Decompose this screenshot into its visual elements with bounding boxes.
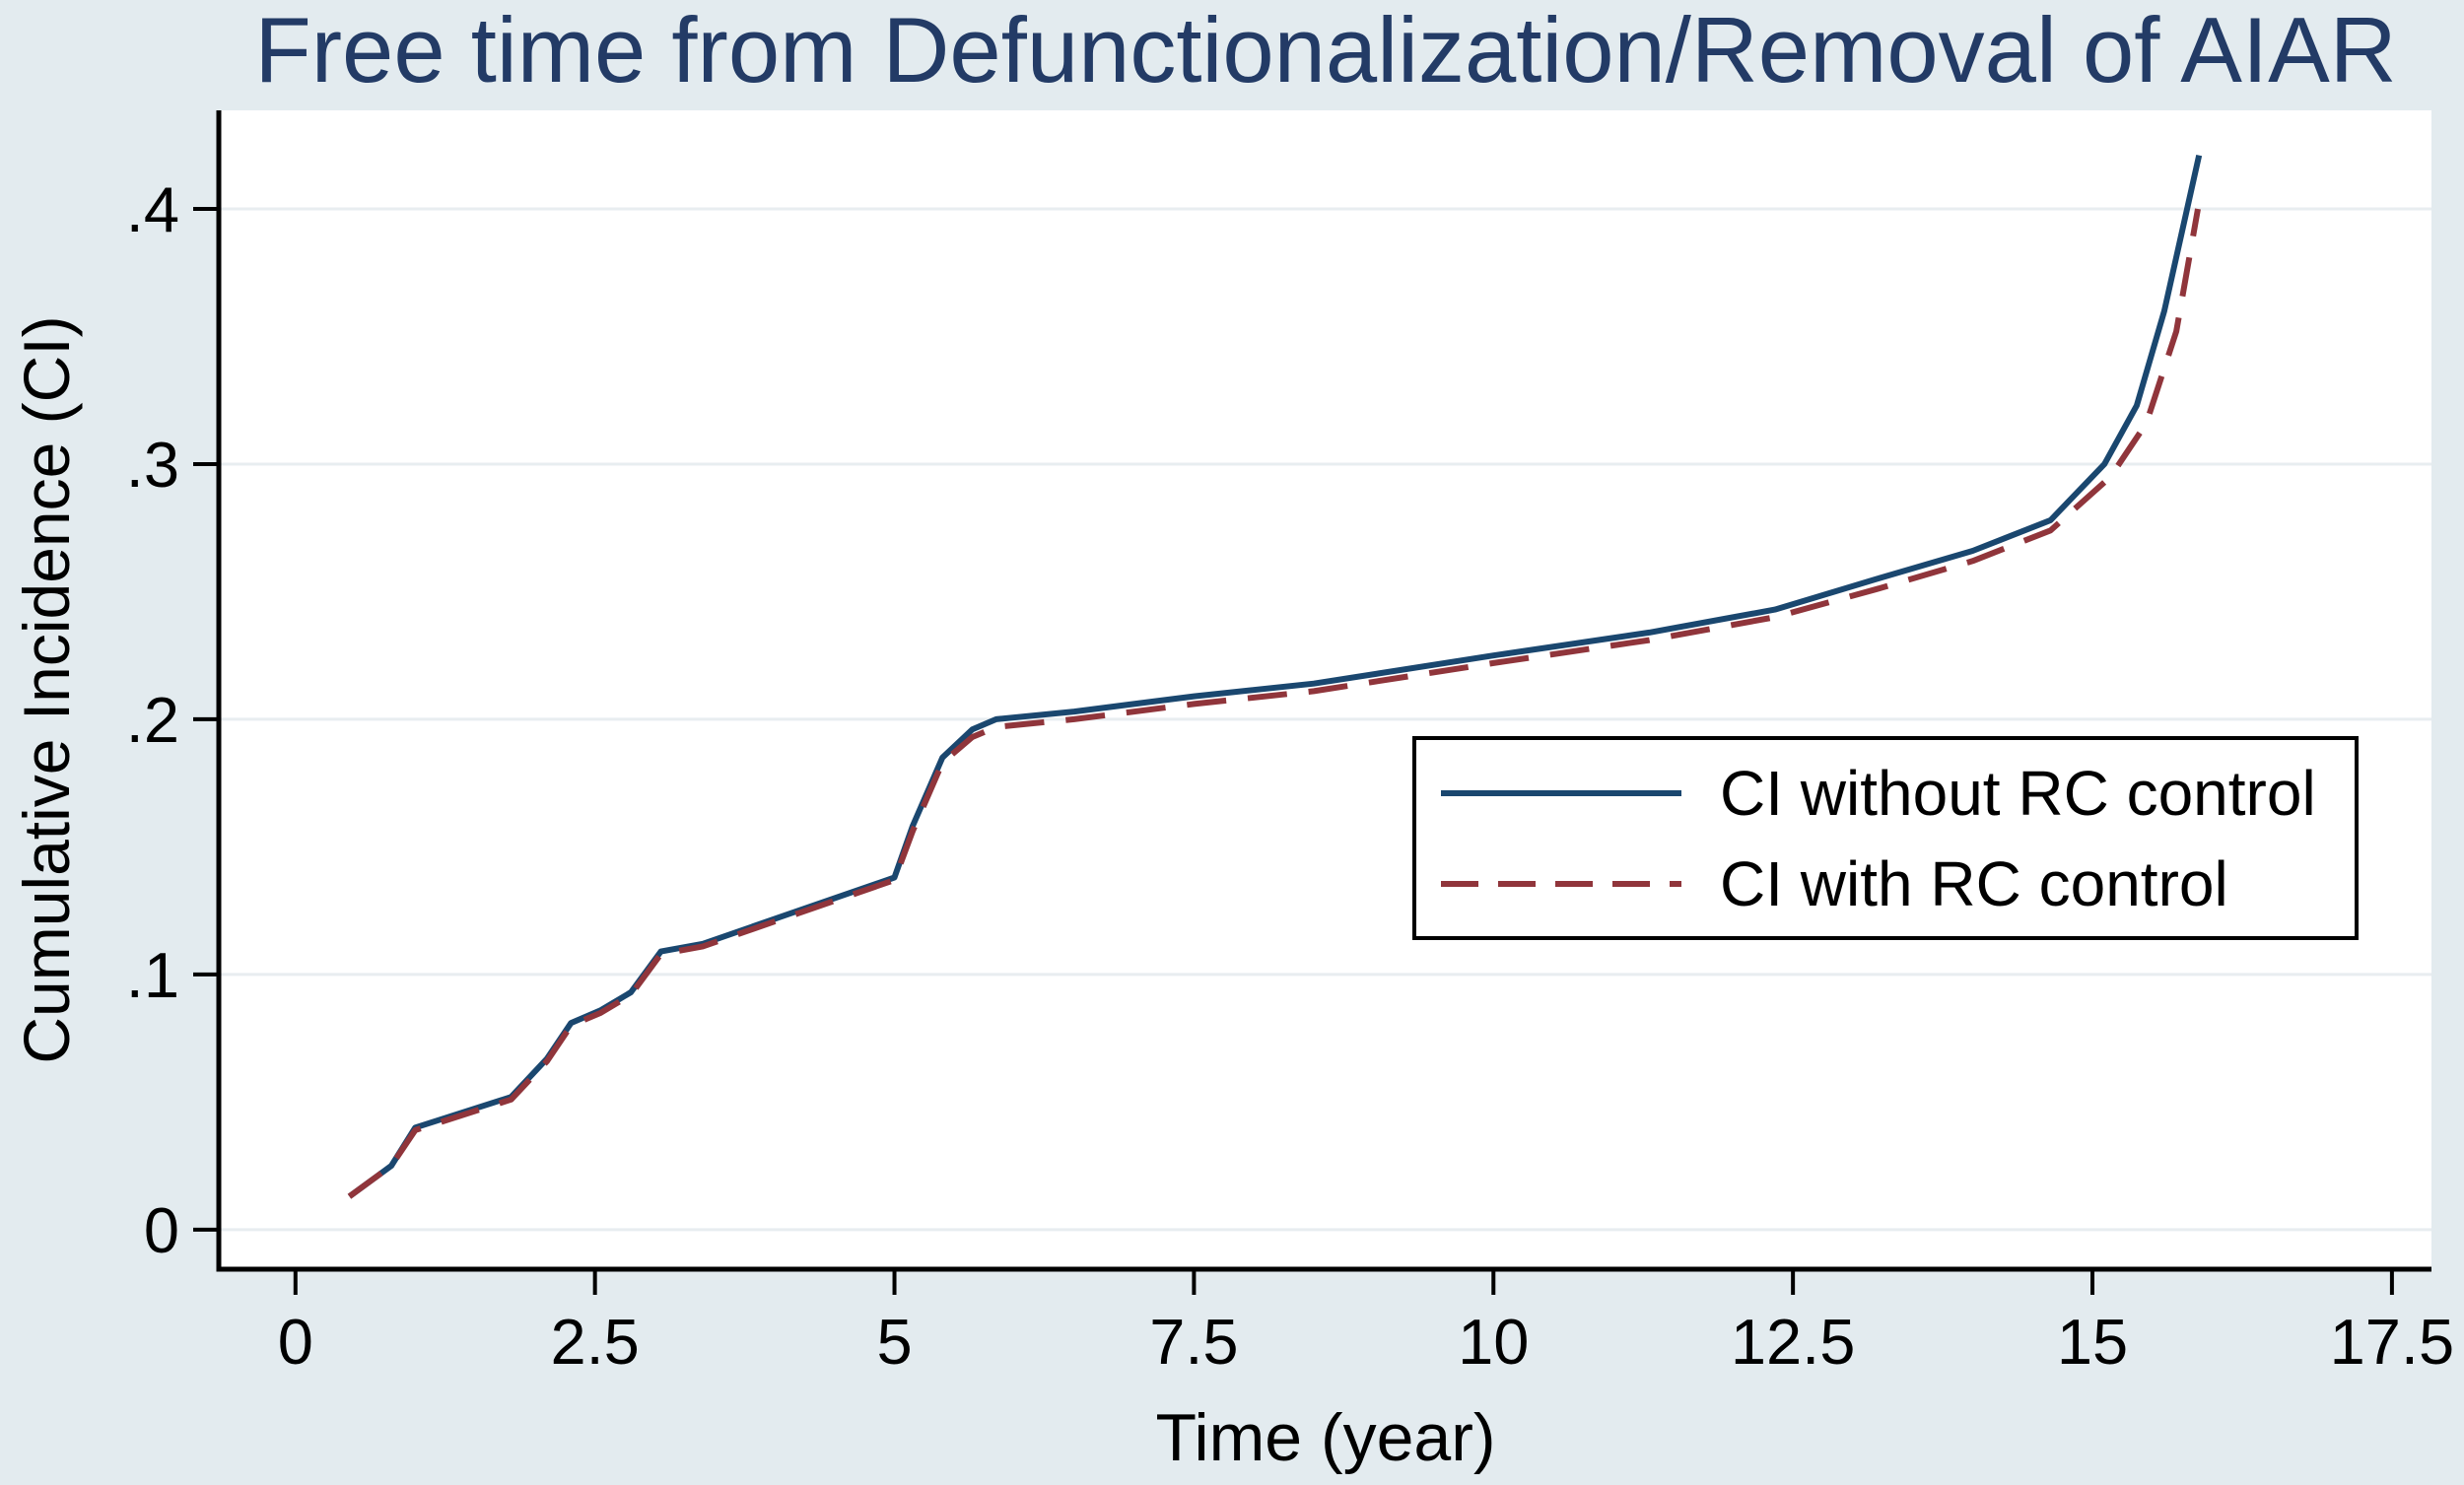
x-tick-label: 10 [1458,1306,1529,1378]
x-tick-label: 12.5 [1731,1306,1856,1378]
y-tick-label: .3 [126,429,179,501]
y-tick-label: .1 [126,939,179,1011]
series-line-ci-with-rc-control [347,208,2201,1199]
x-tick-label: 0 [278,1306,313,1378]
x-tick-label: 5 [876,1306,912,1378]
x-tick-label: 17.5 [2330,1306,2455,1378]
legend-dashed-line-icon [1441,880,1681,887]
y-tick-label: 0 [144,1194,179,1266]
chart-title: Free time from Defunctionalization/Remov… [254,0,2397,101]
x-axis-title: Time (year) [1155,1400,1496,1475]
legend: CI without RC control CI with RC control [1412,736,2359,940]
legend-item: CI without RC control [1438,753,2355,834]
y-axis-title: Cumulative Incidence (CI) [10,315,83,1064]
x-tick-label: 15 [2057,1306,2128,1378]
legend-label: CI without RC control [1720,757,2316,829]
x-tick-label: 7.5 [1149,1306,1238,1378]
x-tick-label: 2.5 [550,1306,639,1378]
legend-solid-line-icon [1441,789,1681,796]
y-tick-label: .2 [126,684,179,756]
legend-label: CI with RC control [1720,847,2228,919]
y-tick-label: .4 [126,173,179,245]
legend-item: CI with RC control [1438,844,2355,924]
